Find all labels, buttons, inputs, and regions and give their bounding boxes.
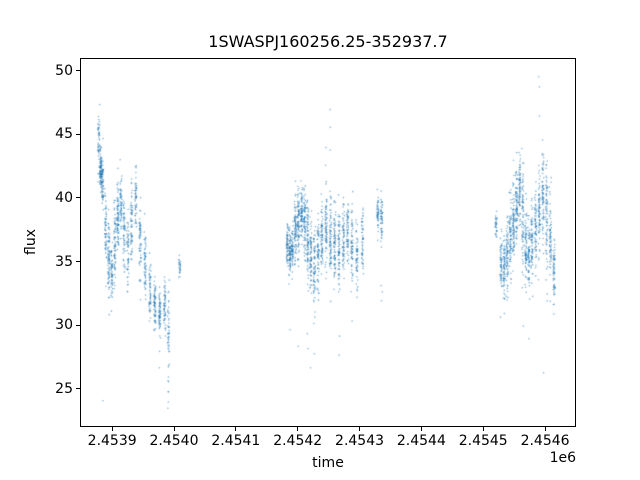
x-tick-mark [420,427,422,431]
y-tick-label: 35 [55,253,73,270]
x-tick-label: 2.4544 [396,433,446,449]
plot-area [80,58,576,427]
y-tick-label: 25 [55,380,73,397]
chart-title: 1SWASPJ160256.25-352937.7 [208,32,448,51]
y-tick-label: 40 [55,189,73,206]
y-tick-label: 30 [55,317,73,334]
y-tick-mark [76,324,80,326]
x-tick-label: 2.4543 [335,433,385,449]
x-tick-label: 2.4546 [520,433,570,449]
y-axis-label: flux [23,229,39,255]
y-tick-mark [76,261,80,263]
x-tick-label: 2.4545 [458,433,508,449]
scatter-points-canvas [81,59,575,426]
y-tick-mark [76,388,80,390]
y-tick-label: 50 [55,62,73,79]
x-tick-mark [173,427,175,431]
x-axis-label: time [312,455,344,471]
x-tick-label: 2.4541 [211,433,261,449]
x-tick-mark [359,427,361,431]
y-tick-mark [76,70,80,72]
x-axis-offset-text: 1e6 [549,450,576,466]
x-tick-mark [297,427,299,431]
x-tick-mark [111,427,113,431]
x-tick-mark [544,427,546,431]
x-tick-mark [235,427,237,431]
y-tick-mark [76,197,80,199]
x-tick-label: 2.4540 [149,433,199,449]
x-tick-mark [482,427,484,431]
y-tick-label: 45 [55,126,73,143]
x-tick-label: 2.4542 [273,433,323,449]
x-tick-label: 2.4539 [87,433,137,449]
y-tick-mark [76,133,80,135]
